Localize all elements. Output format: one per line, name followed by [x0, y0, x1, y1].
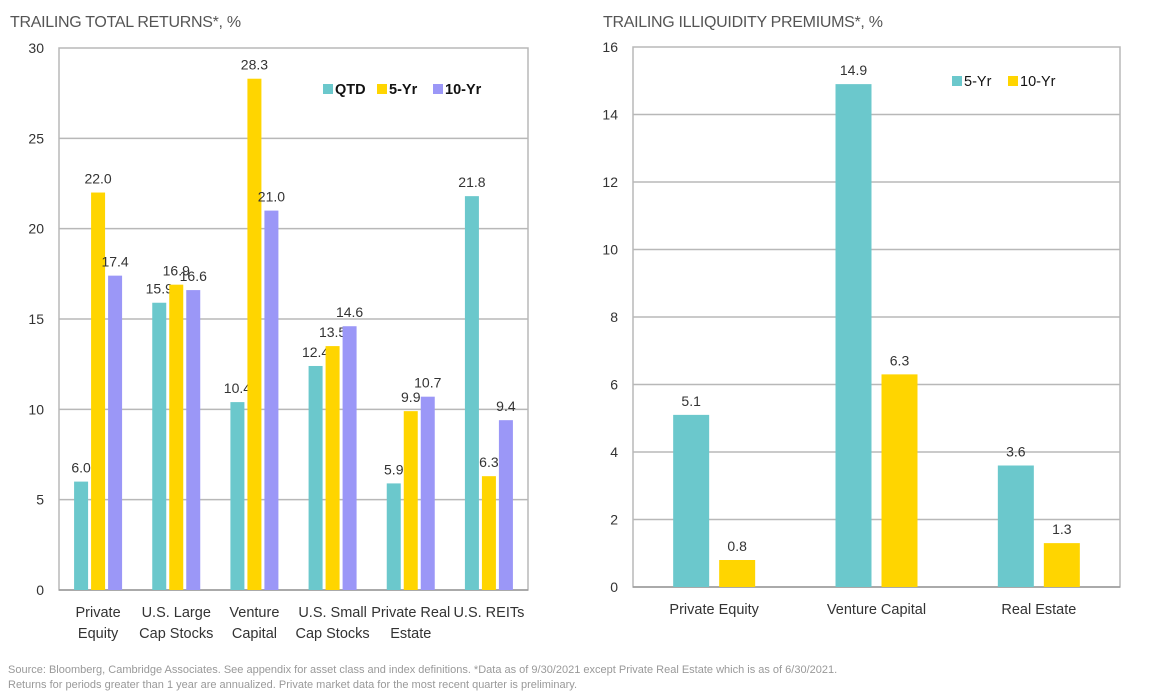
- x-category-label: U.S. Large: [142, 605, 211, 621]
- y-tick-label: 15: [28, 311, 44, 327]
- legend: QTD 5-Yr 10-Yr: [323, 82, 482, 98]
- legend-label: QTD: [335, 82, 366, 98]
- data-label: 3.6: [1006, 444, 1026, 460]
- y-tick-label: 20: [28, 221, 44, 237]
- data-label: 9.9: [401, 389, 421, 405]
- bar-5-yr: [169, 284, 184, 590]
- bar-5-yr: [403, 411, 418, 590]
- data-label: 16.6: [180, 268, 207, 284]
- legend-label: 5-Yr: [964, 74, 992, 90]
- data-label: 22.0: [84, 171, 111, 187]
- data-label: 10.4: [224, 380, 251, 396]
- x-category-label: Cap Stocks: [296, 626, 370, 642]
- data-label: 14.9: [840, 62, 867, 78]
- left-chart-title: TRAILING TOTAL RETURNS*, %: [10, 14, 241, 31]
- bar-10-yr: [342, 326, 357, 590]
- y-tick-label: 8: [610, 309, 618, 325]
- data-label: 14.6: [336, 304, 363, 320]
- right-chart-title: TRAILING ILLIQUIDITY PREMIUMS*, %: [603, 14, 883, 31]
- y-tick-label: 5: [36, 492, 44, 508]
- data-label: 21.0: [258, 189, 285, 205]
- bar-5-yr: [835, 84, 872, 587]
- legend-swatch: [952, 76, 962, 86]
- data-label: 17.4: [101, 254, 128, 270]
- legend-swatch: [1008, 76, 1018, 86]
- bar-10-yr: [186, 290, 201, 590]
- legend-label: 10-Yr: [1020, 74, 1056, 90]
- y-tick-label: 6: [610, 377, 618, 393]
- data-label: 5.1: [681, 393, 701, 409]
- data-label: 13.5: [319, 324, 346, 340]
- footnote-line-1: Source: Bloomberg, Cambridge Associates.…: [8, 664, 838, 676]
- y-tick-label: 10: [28, 401, 44, 417]
- chart-total-returns: 0 5 10 15 20 25 30 6.0 22.0 17.4 Private Equity 15.9…: [28, 40, 529, 642]
- y-tick-label: 0: [36, 582, 44, 598]
- data-label: 5.9: [384, 461, 404, 477]
- y-tick-label: 16: [602, 39, 618, 55]
- y-tick-label: 0: [610, 579, 618, 595]
- y-tick-label: 12: [602, 174, 618, 190]
- legend-swatch: [433, 84, 443, 94]
- data-label: 28.3: [241, 57, 268, 73]
- y-tick-label: 30: [28, 40, 44, 56]
- bar-5-yr: [325, 346, 340, 590]
- bar-10-yr: [420, 396, 435, 590]
- legend: 5-Yr 10-Yr: [952, 74, 1056, 90]
- bar-5-yr: [247, 78, 262, 591]
- x-category-label: U.S. Small: [298, 605, 367, 621]
- chart-illiquidity-premiums: 0 2 4 6 8 10 12 14 16 5.1 0.8 Private Equity 14.9 6.3…: [602, 39, 1121, 618]
- x-category-label: Private Equity: [669, 602, 759, 618]
- data-label: 12.4: [302, 344, 329, 360]
- y-tick-label: 4: [610, 444, 618, 460]
- x-category-label: Capital: [232, 626, 277, 642]
- y-tick-label: 14: [602, 107, 618, 123]
- bar-10-yr: [498, 420, 513, 590]
- charts-canvas: 0510152025306.022.017.4PrivateEquity15.9…: [28, 39, 1121, 642]
- bar-qtd: [152, 302, 167, 590]
- legend-swatch: [323, 84, 333, 94]
- x-category-label: Equity: [78, 626, 119, 642]
- legend-label: 10-Yr: [445, 82, 482, 98]
- bar-10-yr: [1043, 543, 1080, 587]
- x-category-label: Estate: [390, 626, 431, 642]
- x-category-label: Venture Capital: [827, 602, 926, 618]
- bar-10-yr: [108, 275, 123, 590]
- data-label: 15.9: [146, 281, 173, 297]
- data-label: 6.3: [479, 454, 499, 470]
- y-tick-label: 10: [602, 242, 618, 258]
- y-tick-label: 25: [28, 130, 44, 146]
- x-category-label: Private: [76, 605, 121, 621]
- data-label: 1.3: [1052, 521, 1072, 537]
- data-label: 16.9: [163, 263, 190, 279]
- bar-qtd: [308, 365, 323, 590]
- bar-5-yr: [997, 465, 1034, 587]
- bar-10-yr: [719, 560, 756, 587]
- bar-qtd: [464, 196, 479, 590]
- x-category-label: U.S. REITs: [453, 605, 524, 621]
- bar-qtd: [74, 481, 89, 590]
- y-tick-label: 2: [610, 512, 618, 528]
- data-label: 6.3: [890, 352, 910, 368]
- data-label: 6.0: [71, 460, 91, 476]
- data-label: 0.8: [727, 538, 747, 554]
- x-category-label: Real Estate: [1001, 602, 1076, 618]
- bar-5-yr: [673, 414, 710, 587]
- x-category-label: Private Real: [371, 605, 450, 621]
- data-label: 21.8: [458, 174, 485, 190]
- legend-label: 5-Yr: [389, 82, 418, 98]
- footnote: Source: Bloomberg, Cambridge Associates.…: [8, 663, 1158, 693]
- bar-10-yr: [264, 210, 279, 590]
- bar-qtd: [386, 483, 401, 590]
- bar-5-yr: [91, 192, 106, 591]
- x-category-label: Cap Stocks: [139, 626, 213, 642]
- bar-10-yr: [881, 374, 918, 587]
- legend-swatch: [377, 84, 387, 94]
- data-label: 9.4: [496, 398, 516, 414]
- data-label: 10.7: [414, 375, 441, 391]
- bar-qtd: [230, 402, 245, 590]
- footnote-line-2: Returns for periods greater than 1 year …: [8, 679, 578, 691]
- bar-5-yr: [481, 476, 496, 590]
- x-category-label: Venture: [229, 605, 279, 621]
